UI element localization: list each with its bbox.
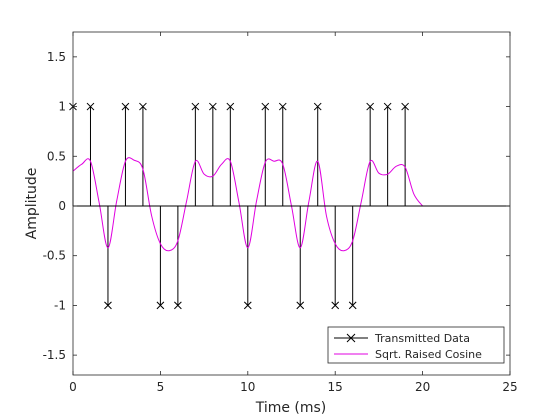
x-axis-label: Time (ms)	[255, 400, 327, 416]
y-tick-label: 1	[58, 100, 66, 114]
stem-x-marker	[313, 102, 322, 111]
stem-x-marker	[121, 102, 130, 111]
x-tick-label: 0	[69, 380, 77, 394]
x-tick-label: 20	[415, 380, 430, 394]
x-tick-label: 25	[502, 380, 517, 394]
stem-x-marker	[174, 301, 182, 310]
raised-cosine-curve	[72, 157, 424, 252]
y-tick-label: -1.5	[43, 348, 66, 362]
x-tick-label: 15	[328, 380, 343, 394]
legend[interactable]: Transmitted Data Sqrt. Raised Cosine	[327, 326, 505, 364]
y-tick-label: -1	[54, 298, 66, 312]
y-axis-label: Amplitude	[24, 168, 40, 240]
stem-x-marker	[366, 102, 375, 111]
stem-x-marker	[139, 102, 147, 111]
stem-x-marker	[243, 301, 252, 310]
x-tick-label: 10	[240, 380, 255, 394]
x-tick-label: 5	[157, 380, 165, 394]
stem-x-marker	[208, 102, 217, 111]
axes-box	[72, 31, 511, 376]
stem-x-marker	[401, 102, 409, 111]
stem-x-marker	[261, 102, 270, 111]
legend-label-transmitted-data: Transmitted Data	[374, 332, 470, 345]
x-axis-ticks: 0 5 10 15 20 25	[69, 32, 518, 394]
stem-x-marker	[296, 301, 305, 310]
line-series-sqrt-raised-cosine	[72, 157, 424, 252]
legend-x-marker-icon	[346, 333, 356, 343]
y-tick-label: 0	[58, 199, 66, 213]
y-tick-label: 1.5	[47, 50, 66, 64]
stem-x-marker	[348, 301, 357, 310]
y-axis-ticks: -1.5 -1 -0.5 0 0.5 1 1.5	[43, 50, 510, 362]
legend-box	[327, 326, 505, 364]
stem-x-marker	[191, 102, 200, 111]
stem-x-marker	[86, 102, 95, 111]
y-tick-label: -0.5	[43, 249, 66, 263]
legend-label-sqrt-raised-cosine: Sqrt. Raised Cosine	[375, 348, 482, 361]
stem-x-marker	[104, 301, 112, 310]
stem-x-marker	[156, 301, 165, 310]
stem-x-marker	[331, 301, 340, 310]
stem-series-transmitted-data	[69, 102, 409, 310]
stem-x-marker	[226, 102, 235, 111]
y-tick-label: 0.5	[47, 149, 66, 163]
stem-x-marker	[278, 102, 287, 111]
stem-x-marker	[383, 102, 392, 111]
